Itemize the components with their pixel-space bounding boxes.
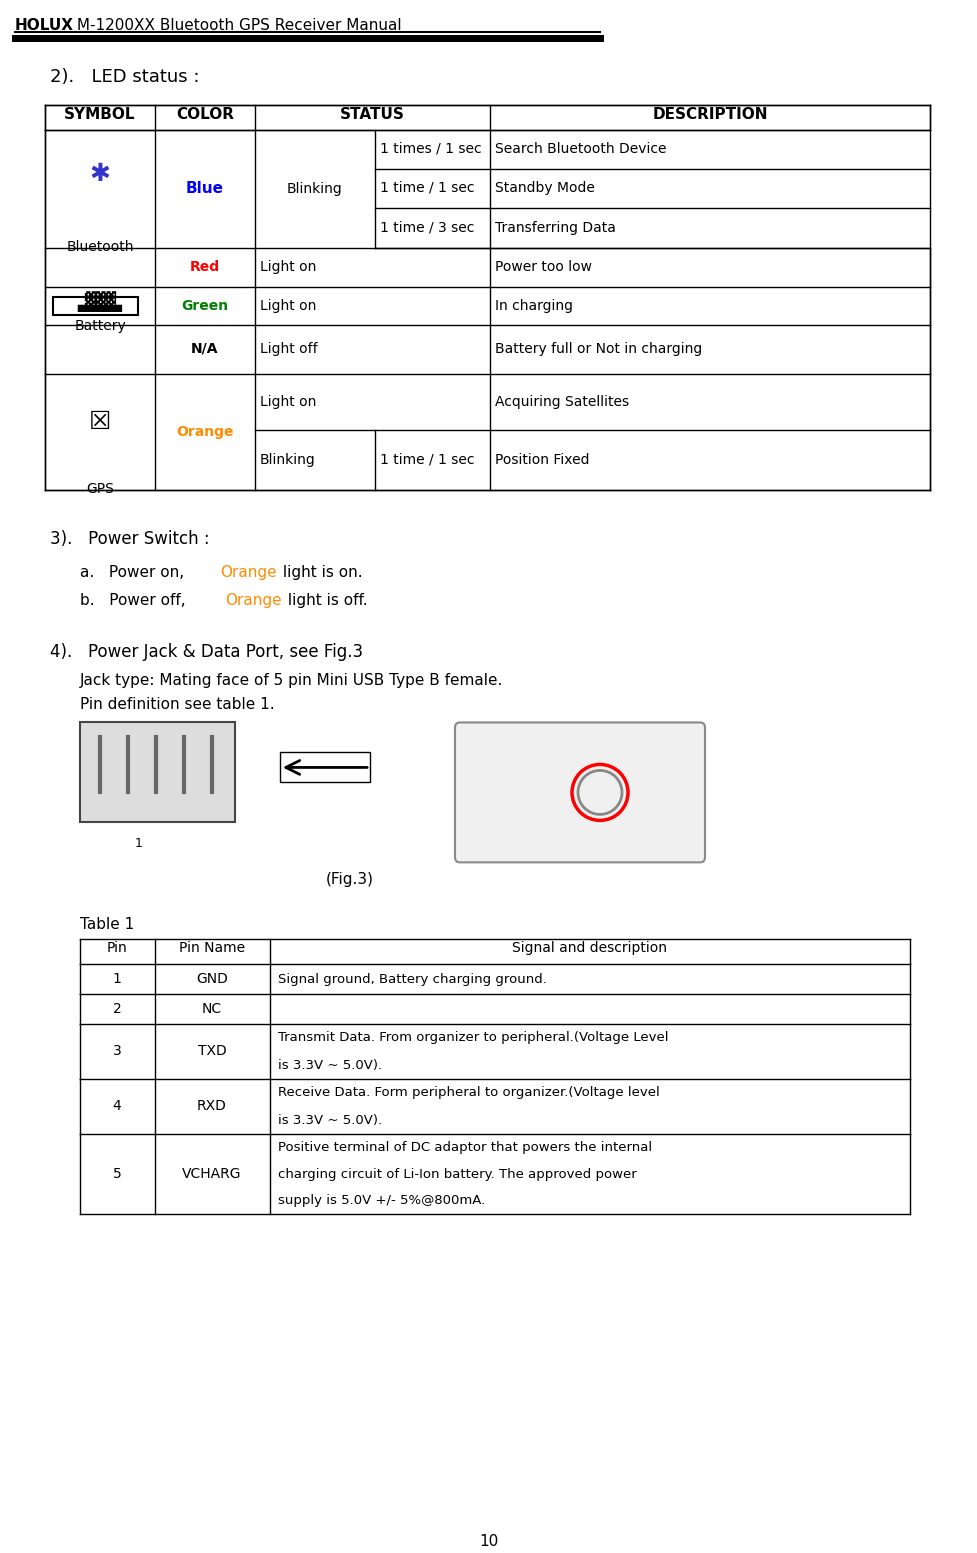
Text: Receive Data. Form peripheral to organizer.(Voltage level: Receive Data. Form peripheral to organiz… bbox=[277, 1087, 659, 1100]
Text: Blinking: Blinking bbox=[287, 182, 343, 196]
Text: COLOR: COLOR bbox=[176, 107, 234, 123]
Text: 4).   Power Jack & Data Port, see Fig.3: 4). Power Jack & Data Port, see Fig.3 bbox=[50, 643, 362, 660]
Text: Light on: Light on bbox=[260, 259, 316, 273]
Text: 1: 1 bbox=[135, 837, 143, 851]
Text: In charging: In charging bbox=[494, 298, 573, 312]
Text: Red: Red bbox=[190, 259, 220, 273]
Text: supply is 5.0V +/- 5%@800mA.: supply is 5.0V +/- 5%@800mA. bbox=[277, 1194, 485, 1207]
Text: VCHARG: VCHARG bbox=[182, 1168, 241, 1182]
Text: Power too low: Power too low bbox=[494, 259, 591, 273]
Text: N/A: N/A bbox=[191, 342, 219, 356]
Text: ✱: ✱ bbox=[90, 162, 110, 186]
Text: Orange: Orange bbox=[176, 424, 234, 438]
Text: Search Bluetooth Device: Search Bluetooth Device bbox=[494, 141, 665, 155]
Text: Pin: Pin bbox=[106, 941, 127, 955]
Text: M-1200XX Bluetooth GPS Receiver Manual: M-1200XX Bluetooth GPS Receiver Manual bbox=[72, 19, 402, 33]
Text: 10: 10 bbox=[479, 1534, 498, 1548]
Text: Signal and description: Signal and description bbox=[512, 941, 667, 955]
Text: 2: 2 bbox=[112, 1002, 121, 1016]
Text: Orange: Orange bbox=[220, 565, 276, 579]
Text: ☒: ☒ bbox=[89, 410, 111, 433]
Text: ▃▃▃: ▃▃▃ bbox=[77, 294, 122, 312]
Text: Pin definition see table 1.: Pin definition see table 1. bbox=[80, 697, 275, 713]
Text: Acquiring Satellites: Acquiring Satellites bbox=[494, 394, 628, 408]
Text: Light off: Light off bbox=[260, 342, 318, 356]
Text: RXD: RXD bbox=[196, 1100, 227, 1114]
Text: SYMBOL: SYMBOL bbox=[64, 107, 136, 123]
Text: Jack type: Mating face of 5 pin Mini USB Type B female.: Jack type: Mating face of 5 pin Mini USB… bbox=[80, 672, 503, 688]
Text: is 3.3V ~ 5.0V).: is 3.3V ~ 5.0V). bbox=[277, 1059, 382, 1072]
Text: light is on.: light is on. bbox=[277, 565, 362, 579]
Text: Light on: Light on bbox=[260, 394, 316, 408]
Text: 1: 1 bbox=[112, 972, 121, 986]
Text: Transmit Data. From organizer to peripheral.(Voltage Level: Transmit Data. From organizer to periphe… bbox=[277, 1031, 668, 1045]
FancyBboxPatch shape bbox=[279, 753, 369, 783]
Text: 1 times / 1 sec: 1 times / 1 sec bbox=[380, 141, 481, 155]
Text: 1 time / 1 sec: 1 time / 1 sec bbox=[380, 452, 474, 466]
Text: Standby Mode: Standby Mode bbox=[494, 180, 594, 194]
Text: Transferring Data: Transferring Data bbox=[494, 221, 616, 235]
FancyBboxPatch shape bbox=[80, 722, 234, 823]
Text: GND: GND bbox=[195, 972, 228, 986]
Text: GPS: GPS bbox=[86, 481, 114, 495]
FancyBboxPatch shape bbox=[53, 297, 138, 315]
Text: DESCRIPTION: DESCRIPTION bbox=[652, 107, 767, 123]
Text: TXD: TXD bbox=[197, 1044, 226, 1058]
Text: Table 1: Table 1 bbox=[80, 918, 134, 932]
Text: Blue: Blue bbox=[186, 182, 224, 196]
Text: 5: 5 bbox=[112, 1168, 121, 1182]
Text: 1 time / 1 sec: 1 time / 1 sec bbox=[380, 180, 474, 194]
Text: Bluetooth: Bluetooth bbox=[66, 239, 134, 253]
Text: 3: 3 bbox=[112, 1044, 121, 1058]
Text: Green: Green bbox=[182, 298, 229, 312]
Text: ▓▓▓: ▓▓▓ bbox=[84, 292, 116, 306]
Text: Blinking: Blinking bbox=[260, 452, 316, 466]
Text: is 3.3V ~ 5.0V).: is 3.3V ~ 5.0V). bbox=[277, 1114, 382, 1127]
Text: a.   Power on,: a. Power on, bbox=[80, 565, 189, 579]
FancyBboxPatch shape bbox=[454, 722, 704, 862]
Text: 3).   Power Switch :: 3). Power Switch : bbox=[50, 530, 209, 548]
Text: charging circuit of Li-Ion battery. The approved power: charging circuit of Li-Ion battery. The … bbox=[277, 1168, 636, 1180]
Text: Light on: Light on bbox=[260, 298, 316, 312]
Text: Battery full or Not in charging: Battery full or Not in charging bbox=[494, 342, 701, 356]
Text: 4: 4 bbox=[112, 1100, 121, 1114]
Text: Pin Name: Pin Name bbox=[179, 941, 245, 955]
Text: Signal ground, Battery charging ground.: Signal ground, Battery charging ground. bbox=[277, 972, 546, 986]
Text: HOLUX: HOLUX bbox=[15, 19, 74, 33]
Text: light is off.: light is off. bbox=[282, 593, 367, 607]
Text: Orange: Orange bbox=[225, 593, 281, 607]
Text: NC: NC bbox=[201, 1002, 222, 1016]
Text: Position Fixed: Position Fixed bbox=[494, 452, 589, 466]
Text: 1 time / 3 sec: 1 time / 3 sec bbox=[380, 221, 474, 235]
Text: 2).   LED status :: 2). LED status : bbox=[50, 68, 199, 85]
Text: STATUS: STATUS bbox=[339, 107, 404, 123]
Text: Battery: Battery bbox=[74, 318, 126, 332]
Text: (Fig.3): (Fig.3) bbox=[325, 873, 373, 887]
Text: Positive terminal of DC adaptor that powers the internal: Positive terminal of DC adaptor that pow… bbox=[277, 1141, 652, 1154]
Text: b.   Power off,: b. Power off, bbox=[80, 593, 191, 607]
